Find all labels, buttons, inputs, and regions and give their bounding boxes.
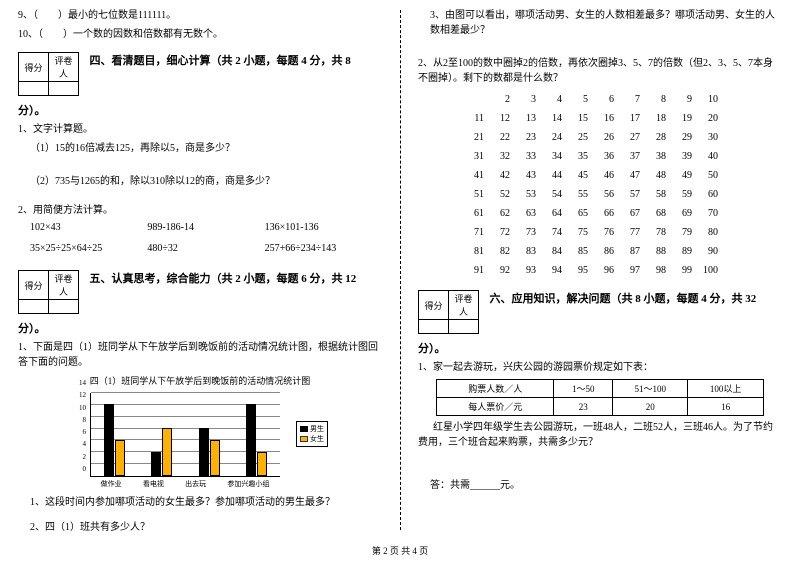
calc-row-2: 35×25÷25×64÷25 480÷32 257+66÷234÷143 xyxy=(30,243,382,254)
problem-1-q2: 2、四（1）班共有多少人？ xyxy=(30,520,382,535)
chart-title: 四（1）班同学从下午放学后到晚饭前的活动情况统计图 xyxy=(18,374,382,387)
price-table: 购票人数／人1～5051～100100以上 每人票价／元232016 xyxy=(436,379,764,416)
score-box-3: 得分评卷人 xyxy=(418,290,479,334)
text-calc-1: （1）15的16倍减去125，再除以5，商是多少？ xyxy=(30,141,382,156)
question-9: 9、（ ）最小的七位数是111111。 xyxy=(18,8,382,23)
score-box: 得分评卷人 xyxy=(18,52,79,96)
number-grid: 2345678910111213141516171819202122232425… xyxy=(458,90,782,280)
section-5-title-end: 分）。 xyxy=(18,320,382,336)
score-label: 得分 xyxy=(19,53,49,82)
text-calc-heading: 1、文字计算题。 xyxy=(18,122,382,137)
chart-legend: 男生 女生 xyxy=(296,421,328,447)
app-problem-1: 1、家一起去游玩，兴庆公园的游园票价规定如下表： xyxy=(418,360,782,375)
answer-line: 答：共需______元。 xyxy=(430,478,782,493)
section-4-title-end: 分）。 xyxy=(18,102,382,118)
page-footer: 第 2 页 共 4 页 xyxy=(0,540,800,557)
section-4-title: 四、看清题目，细心计算（共 2 小题，每题 4 分，共 8 xyxy=(90,52,351,68)
grader-label: 评卷人 xyxy=(49,53,79,82)
problem-1-q1: 1、这段时间内参加哪项活动的女生最多？参加哪项活动的男生最多？ xyxy=(30,495,382,510)
problem-1: 1、下面是四（1）班同学从下午放学后到晚饭前的活动情况统计图，根据统计图回答下面… xyxy=(18,340,382,370)
bar-chart: 02468101214 做作业看电视出去玩参加兴趣小组 男生 女生 xyxy=(70,391,330,491)
column-divider xyxy=(400,10,401,530)
calc-row-1: 102×43 989-186-14 136×101-136 xyxy=(30,222,382,233)
section-6-title: 六、应用知识，解决问题（共 8 小题，每题 4 分，共 32 xyxy=(490,290,757,306)
app-problem-1b: 红星小学四年级学生去公园游玩，一班48人，二班52人，三班46人。为了节约费用，… xyxy=(418,420,782,450)
text-calc-2: （2）735与1265的和，除以310除以12的商，商是多少？ xyxy=(30,174,382,189)
problem-1-q3: 3、由图可以看出，哪项活动男、女生的人数相差最多？哪项活动男、女生的人数相差最少… xyxy=(430,8,782,38)
section-6-title-end: 分）。 xyxy=(418,340,782,356)
problem-2: 2、从2至100的数中圈掉2的倍数，再依次圈掉3、5、7的倍数（但2、3、5、7… xyxy=(418,56,782,86)
legend-swatch-female xyxy=(300,436,308,442)
question-10: 10、（ ）一个数的因数和倍数都有无数个。 xyxy=(18,27,382,42)
simple-calc-heading: 2、用简便方法计算。 xyxy=(18,203,382,218)
score-box-2: 得分评卷人 xyxy=(18,270,79,314)
right-column: 3、由图可以看出，哪项活动男、女生的人数相差最多？哪项活动男、女生的人数相差最少… xyxy=(400,0,800,540)
section-5-title: 五、认真思考，综合能力（共 2 小题，每题 6 分，共 12 xyxy=(90,270,357,286)
left-column: 9、（ ）最小的七位数是111111。 10、（ ）一个数的因数和倍数都有无数个… xyxy=(0,0,400,540)
legend-swatch-male xyxy=(300,426,308,432)
